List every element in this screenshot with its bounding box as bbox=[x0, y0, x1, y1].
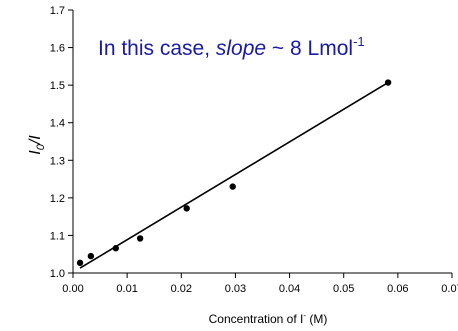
y-tick-label: 1.4 bbox=[50, 118, 65, 130]
slope-annotation: In this case, slope ~ 8 Lmol-1 bbox=[98, 34, 365, 60]
fit-line-group bbox=[79, 81, 389, 269]
data-point bbox=[112, 245, 119, 252]
x-tick-label: 0.03 bbox=[225, 283, 246, 295]
fit-line bbox=[79, 81, 389, 269]
axis-ticks: 0.00 0.01 0.02 0.03 0.04 0.05 0.06 0.07 1.0 1.1 1.… bbox=[50, 5, 458, 295]
y-tick-label: 1.2 bbox=[50, 193, 65, 205]
data-point bbox=[384, 79, 392, 86]
data-point bbox=[87, 252, 95, 260]
x-tick-label: 0.02 bbox=[171, 283, 192, 295]
x-axis-title: Concentration of I- (M) bbox=[209, 311, 328, 326]
x-tick-label: 0.05 bbox=[333, 283, 354, 295]
y-tick-label: 1.5 bbox=[50, 80, 65, 92]
y-tick-label: 1.3 bbox=[50, 155, 65, 167]
data-points bbox=[76, 79, 392, 267]
x-tick-label: 0.04 bbox=[279, 283, 300, 295]
data-point bbox=[229, 183, 236, 190]
x-tick-label: 0.07 bbox=[441, 283, 458, 295]
x-tick-label: 0.01 bbox=[116, 283, 137, 295]
x-tick-label: 0.00 bbox=[62, 283, 83, 295]
data-point bbox=[76, 259, 84, 267]
y-tick-label: 1.0 bbox=[50, 268, 65, 280]
y-tick-label: 1.7 bbox=[50, 5, 65, 17]
data-point bbox=[136, 235, 144, 242]
data-point bbox=[183, 205, 190, 212]
y-tick-label: 1.6 bbox=[50, 43, 65, 55]
y-tick-label: 1.1 bbox=[50, 230, 65, 242]
x-tick-label: 0.06 bbox=[387, 283, 408, 295]
y-axis-title: I0/I bbox=[27, 135, 47, 155]
